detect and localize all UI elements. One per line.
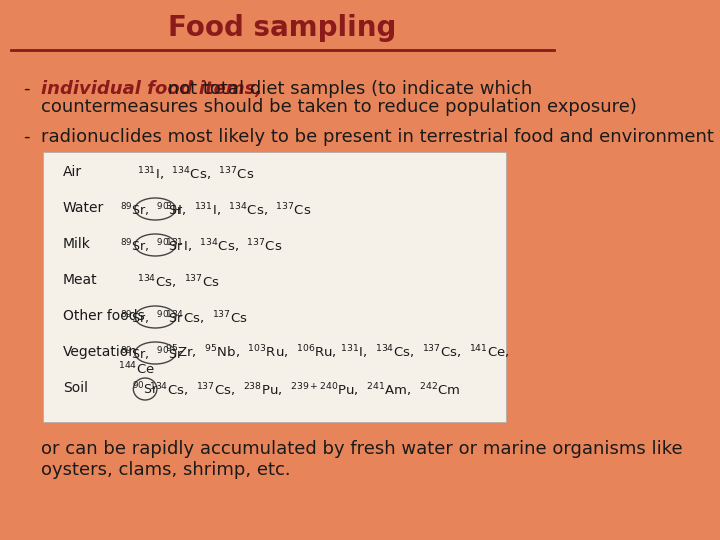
Text: $^{144}$Ce: $^{144}$Ce xyxy=(117,361,155,377)
Text: $^{89}$Sr,  $^{90}$Sr: $^{89}$Sr, $^{90}$Sr xyxy=(120,309,183,327)
Text: not total diet samples (to indicate which: not total diet samples (to indicate whic… xyxy=(163,80,533,98)
Text: -: - xyxy=(24,128,30,146)
Text: $^{131}$I,  $^{134}$Cs,  $^{137}$Cs: $^{131}$I, $^{134}$Cs, $^{137}$Cs xyxy=(165,237,282,254)
Text: Air: Air xyxy=(63,165,82,179)
Text: Meat: Meat xyxy=(63,273,97,287)
Text: Vegetation: Vegetation xyxy=(63,345,138,359)
Text: Milk: Milk xyxy=(63,237,91,251)
FancyBboxPatch shape xyxy=(43,152,506,422)
Text: $^{134}$Cs,  $^{137}$Cs,  $^{238}$Pu,  $^{239+240}$Pu,  $^{241}$Am,  $^{242}$Cm: $^{134}$Cs, $^{137}$Cs, $^{238}$Pu, $^{2… xyxy=(149,381,460,399)
Text: radionuclides most likely to be present in terrestrial food and environment: radionuclides most likely to be present … xyxy=(41,128,714,146)
Text: $^{89}$Sr,  $^{90}$Sr: $^{89}$Sr, $^{90}$Sr xyxy=(120,237,183,254)
Text: Soil: Soil xyxy=(63,381,88,395)
Text: or can be rapidly accumulated by fresh water or marine organisms like
oysters, c: or can be rapidly accumulated by fresh w… xyxy=(41,440,683,479)
Text: $^{90}$Sr: $^{90}$Sr xyxy=(132,381,158,397)
Text: $^{3}$H,  $^{131}$I,  $^{134}$Cs,  $^{137}$Cs: $^{3}$H, $^{131}$I, $^{134}$Cs, $^{137}$… xyxy=(165,201,311,219)
Text: -: - xyxy=(24,80,30,98)
Text: $^{134}$Cs,  $^{137}$Cs: $^{134}$Cs, $^{137}$Cs xyxy=(165,309,248,327)
Text: countermeasures should be taken to reduce population exposure): countermeasures should be taken to reduc… xyxy=(41,98,636,116)
Text: $^{89}$Sr,  $^{90}$Sr: $^{89}$Sr, $^{90}$Sr xyxy=(120,345,183,362)
Text: $^{95}$Zr,  $^{95}$Nb,  $^{103}$Ru,  $^{106}$Ru, $^{131}$I,  $^{134}$Cs,  $^{137: $^{95}$Zr, $^{95}$Nb, $^{103}$Ru, $^{106… xyxy=(165,343,509,361)
Text: individual food items,: individual food items, xyxy=(41,80,262,98)
Text: $^{131}$I,  $^{134}$Cs,  $^{137}$Cs: $^{131}$I, $^{134}$Cs, $^{137}$Cs xyxy=(138,165,255,183)
Text: Food sampling: Food sampling xyxy=(168,14,397,42)
Text: Water: Water xyxy=(63,201,104,215)
Text: $^{89}$Sr,  $^{90}$Sr: $^{89}$Sr, $^{90}$Sr xyxy=(120,201,183,219)
Text: Other foods: Other foods xyxy=(63,309,145,323)
Text: $^{134}$Cs,  $^{137}$Cs: $^{134}$Cs, $^{137}$Cs xyxy=(138,273,220,291)
